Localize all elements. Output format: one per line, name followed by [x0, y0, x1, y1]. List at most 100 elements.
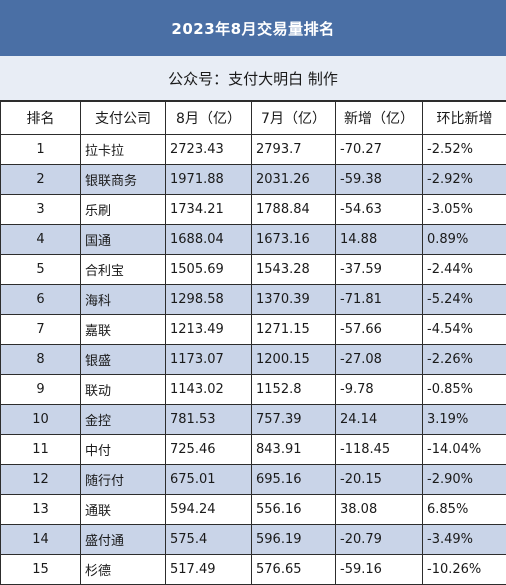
july-cell: 1673.16	[252, 225, 336, 255]
rank-cell: 15	[1, 555, 81, 585]
rank-cell: 1	[1, 135, 81, 165]
mom-change-cell: 0.89%	[423, 225, 506, 255]
delta-cell: -54.63	[336, 195, 423, 225]
company-cell: 盛付通	[81, 525, 166, 555]
page-title: 2023年8月交易量排名	[0, 0, 506, 56]
mom-change-cell: -2.44%	[423, 255, 506, 285]
company-cell: 杉德	[81, 555, 166, 585]
july-cell: 596.19	[252, 525, 336, 555]
rank-cell: 2	[1, 165, 81, 195]
company-cell: 合利宝	[81, 255, 166, 285]
mom-change-cell: -5.24%	[423, 285, 506, 315]
rank-cell: 10	[1, 405, 81, 435]
delta-cell: -37.59	[336, 255, 423, 285]
july-cell: 695.16	[252, 465, 336, 495]
mom-change-cell: -3.49%	[423, 525, 506, 555]
july-cell: 843.91	[252, 435, 336, 465]
company-cell: 联动	[81, 375, 166, 405]
company-cell: 金控	[81, 405, 166, 435]
august-cell: 1971.88	[166, 165, 252, 195]
delta-cell: 24.14	[336, 405, 423, 435]
august-cell: 1213.49	[166, 315, 252, 345]
mom-change-cell: -14.04%	[423, 435, 506, 465]
rank-cell: 5	[1, 255, 81, 285]
delta-cell: -57.66	[336, 315, 423, 345]
august-cell: 1688.04	[166, 225, 252, 255]
august-cell: 517.49	[166, 555, 252, 585]
rank-cell: 4	[1, 225, 81, 255]
august-cell: 725.46	[166, 435, 252, 465]
delta-cell: 14.88	[336, 225, 423, 255]
rank-cell: 11	[1, 435, 81, 465]
rank-cell: 13	[1, 495, 81, 525]
july-cell: 1152.8	[252, 375, 336, 405]
july-cell: 1271.15	[252, 315, 336, 345]
delta-cell: -20.15	[336, 465, 423, 495]
delta-cell: -27.08	[336, 345, 423, 375]
delta-cell: -9.78	[336, 375, 423, 405]
august-cell: 1173.07	[166, 345, 252, 375]
rank-cell: 12	[1, 465, 81, 495]
company-cell: 通联	[81, 495, 166, 525]
column-header-mom-change: 环比新增	[423, 102, 506, 135]
july-cell: 2031.26	[252, 165, 336, 195]
rank-cell: 9	[1, 375, 81, 405]
july-cell: 1200.15	[252, 345, 336, 375]
july-cell: 576.65	[252, 555, 336, 585]
july-cell: 1543.28	[252, 255, 336, 285]
column-header-rank: 排名	[1, 102, 81, 135]
mom-change-cell: -4.54%	[423, 315, 506, 345]
rank-cell: 3	[1, 195, 81, 225]
august-cell: 1734.21	[166, 195, 252, 225]
august-cell: 1143.02	[166, 375, 252, 405]
july-cell: 1370.39	[252, 285, 336, 315]
mom-change-cell: -2.90%	[423, 465, 506, 495]
august-cell: 1298.58	[166, 285, 252, 315]
rank-cell: 14	[1, 525, 81, 555]
august-cell: 675.01	[166, 465, 252, 495]
mom-change-cell: 6.85%	[423, 495, 506, 525]
mom-change-cell: -3.05%	[423, 195, 506, 225]
rank-cell: 8	[1, 345, 81, 375]
delta-cell: -59.38	[336, 165, 423, 195]
mom-change-cell: 3.19%	[423, 405, 506, 435]
page-subtitle: 公众号：支付大明白 制作	[0, 56, 506, 101]
july-cell: 2793.7	[252, 135, 336, 165]
july-cell: 1788.84	[252, 195, 336, 225]
mom-change-cell: -10.26%	[423, 555, 506, 585]
delta-cell: -59.16	[336, 555, 423, 585]
company-cell: 银盛	[81, 345, 166, 375]
company-cell: 拉卡拉	[81, 135, 166, 165]
delta-cell: -70.27	[336, 135, 423, 165]
mom-change-cell: -2.26%	[423, 345, 506, 375]
table-header-row: 排名 支付公司 8月（亿） 7月（亿） 新增（亿） 环比新增	[1, 102, 506, 135]
company-cell: 国通	[81, 225, 166, 255]
company-cell: 随行付	[81, 465, 166, 495]
august-cell: 1505.69	[166, 255, 252, 285]
delta-cell: -71.81	[336, 285, 423, 315]
column-header-july: 7月（亿）	[252, 102, 336, 135]
column-header-delta: 新增（亿）	[336, 102, 423, 135]
august-cell: 594.24	[166, 495, 252, 525]
column-header-company: 支付公司	[81, 102, 166, 135]
company-cell: 海科	[81, 285, 166, 315]
mom-change-cell: -2.52%	[423, 135, 506, 165]
delta-cell: 38.08	[336, 495, 423, 525]
column-header-august: 8月（亿）	[166, 102, 252, 135]
mom-change-cell: -0.85%	[423, 375, 506, 405]
company-cell: 嘉联	[81, 315, 166, 345]
